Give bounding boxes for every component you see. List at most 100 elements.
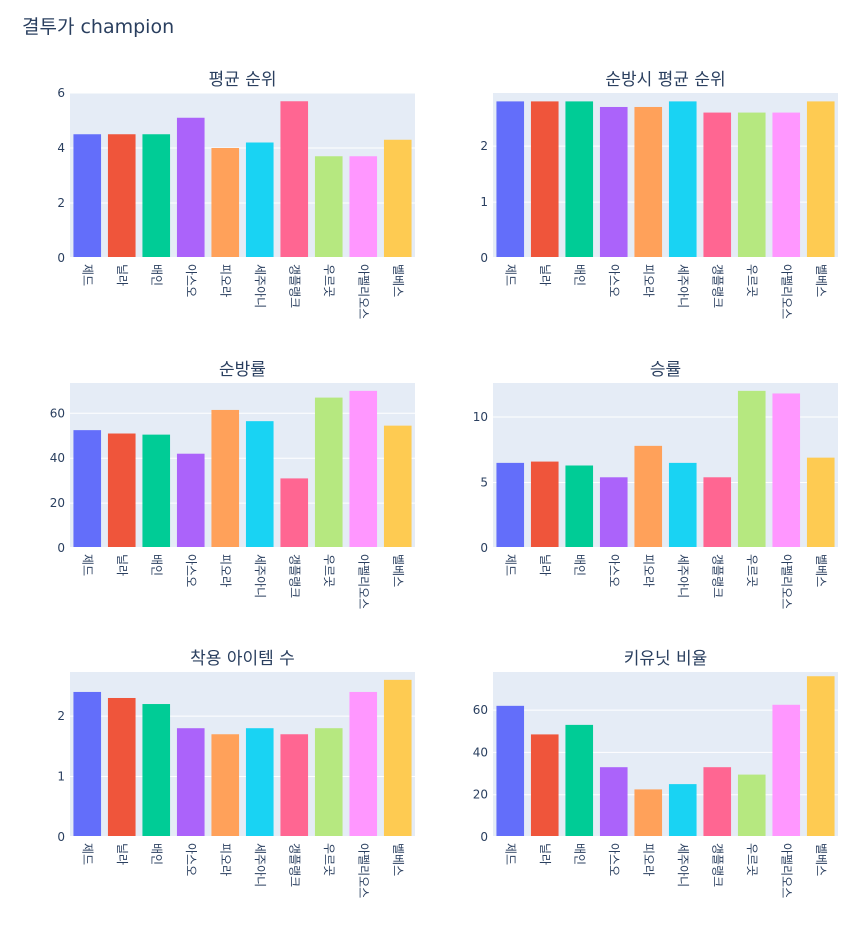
- bar: [530, 734, 559, 837]
- x-tick-label: 배인: [149, 554, 163, 576]
- x-tick-label: 우르곳: [322, 843, 336, 876]
- bar: [565, 724, 594, 837]
- bar: [107, 433, 136, 548]
- x-tick-label: 벨베스: [391, 843, 405, 876]
- y-tick-label: 1: [57, 770, 65, 784]
- bar: [280, 101, 309, 258]
- y-tick-label: 0: [57, 541, 65, 555]
- bar: [176, 728, 205, 837]
- x-tick-label: 우르곳: [745, 554, 759, 587]
- y-tick-label: 40: [473, 745, 488, 759]
- x-tick-label: 벨베스: [391, 264, 405, 297]
- x-tick-label: 아스오: [607, 554, 621, 587]
- subplot-6: 0 20 40 60 제드 닐라 배인 아스오 피오라 세주아니 갱플랭크 우르곳 아펠리오스 벨베스 키유…: [473, 649, 838, 898]
- x-tick-label: 피오라: [641, 554, 655, 587]
- x-tick-label: 갱플랭크: [710, 554, 724, 598]
- x-tick-label: 우르곳: [745, 264, 759, 297]
- y-tick-label: 0: [480, 541, 488, 555]
- bar: [772, 393, 801, 548]
- subplot-3: 0 20 40 60 제드 닐라 배인 아스오 피오라 세주아니 갱플랭크 우르곳 아펠리오스 벨베스 순방…: [50, 360, 415, 609]
- bar: [772, 112, 801, 259]
- page-title: 결투가 champion: [22, 16, 175, 38]
- y-tick-label: 10: [473, 410, 488, 424]
- subplot-title: 승률: [650, 360, 681, 380]
- bar: [383, 679, 412, 837]
- x-tick-label: 갱플랭크: [287, 554, 301, 598]
- bar: [211, 148, 240, 258]
- x-tick-label: 닐라: [538, 554, 552, 576]
- y-tick-label: 20: [473, 788, 488, 802]
- bar: [530, 461, 559, 548]
- bar: [245, 728, 274, 837]
- bar: [737, 774, 766, 837]
- bar: [599, 106, 628, 258]
- x-tick-label: 제드: [80, 843, 94, 865]
- bar: [349, 156, 378, 258]
- bar: [349, 390, 378, 548]
- x-tick-label: 아펠리오스: [779, 843, 793, 898]
- subplot-title: 평균 순위: [209, 70, 277, 90]
- bar: [314, 397, 343, 548]
- x-tick-label: 닐라: [538, 264, 552, 286]
- bar: [599, 477, 628, 548]
- x-tick-label: 갱플랭크: [287, 843, 301, 887]
- x-tick-label: 벨베스: [391, 554, 405, 587]
- bar: [211, 734, 240, 837]
- x-tick-label: 배인: [572, 264, 586, 286]
- bar: [737, 112, 766, 259]
- bar: [73, 691, 102, 837]
- bar: [703, 112, 732, 259]
- subplot-1: 0 2 4 6 제드 닐라 배인 아스오 피오라 세주아니 갱플랭크 우르곳 아펠리오스 벨베스 평균 순위: [57, 70, 415, 319]
- x-tick-label: 갱플랭크: [710, 264, 724, 308]
- x-tick-label: 피오라: [218, 843, 232, 876]
- bar: [530, 101, 559, 258]
- bar: [107, 134, 136, 258]
- x-tick-label: 닐라: [538, 843, 552, 865]
- bar: [806, 676, 835, 837]
- bar: [314, 156, 343, 258]
- bar: [565, 465, 594, 548]
- x-tick-label: 갱플랭크: [287, 264, 301, 308]
- bar: [496, 705, 525, 837]
- bar: [668, 784, 697, 837]
- x-tick-label: 배인: [572, 843, 586, 865]
- x-tick-label: 제드: [503, 843, 517, 865]
- bar: [668, 101, 697, 258]
- x-tick-label: 아스오: [607, 264, 621, 297]
- y-tick-label: 20: [50, 496, 65, 510]
- bar: [496, 462, 525, 548]
- x-tick-label: 벨베스: [814, 554, 828, 587]
- x-tick-label: 아스오: [184, 843, 198, 876]
- bar: [349, 691, 378, 837]
- bar: [73, 134, 102, 258]
- y-tick-label: 0: [57, 830, 65, 844]
- x-tick-label: 제드: [503, 264, 517, 286]
- bar: [73, 430, 102, 548]
- x-tick-label: 아스오: [184, 264, 198, 297]
- y-tick-label: 0: [480, 830, 488, 844]
- x-tick-label: 닐라: [115, 843, 129, 865]
- y-tick-label: 1: [480, 195, 488, 209]
- bar: [245, 421, 274, 548]
- x-tick-label: 아스오: [184, 554, 198, 587]
- y-tick-label: 40: [50, 451, 65, 465]
- x-tick-label: 아펠리오스: [356, 264, 370, 319]
- y-tick-label: 2: [480, 139, 488, 153]
- x-tick-label: 세주아니: [676, 264, 690, 308]
- bar: [383, 425, 412, 548]
- y-tick-label: 4: [57, 141, 65, 155]
- x-tick-label: 제드: [503, 554, 517, 576]
- bar: [634, 445, 663, 548]
- y-tick-label: 60: [50, 406, 65, 420]
- bar: [383, 139, 412, 258]
- bar: [565, 101, 594, 258]
- x-tick-label: 세주아니: [676, 554, 690, 598]
- x-tick-label: 제드: [80, 264, 94, 286]
- subplot-title: 착용 아이템 수: [190, 649, 295, 669]
- bar: [703, 477, 732, 548]
- x-tick-label: 벨베스: [814, 264, 828, 297]
- bar: [176, 117, 205, 258]
- subplot-title: 키유닛 비율: [624, 649, 708, 669]
- x-tick-label: 갱플랭크: [710, 843, 724, 887]
